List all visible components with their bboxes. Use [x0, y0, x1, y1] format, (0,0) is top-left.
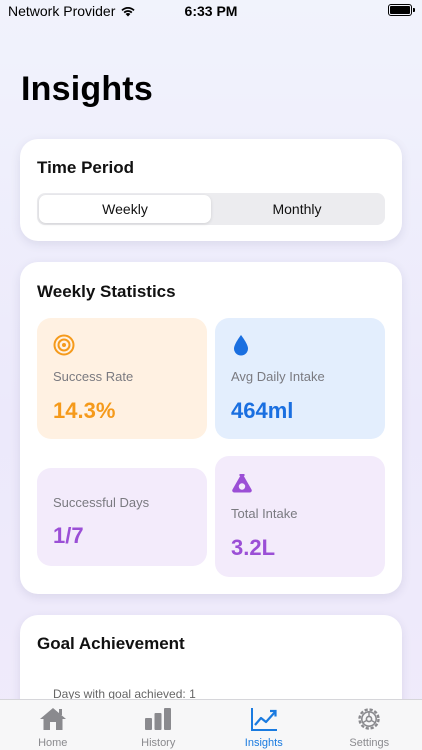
tab-insights-label: Insights: [244, 737, 283, 749]
tab-home-label: Home: [38, 737, 68, 749]
segment-monthly[interactable]: Monthly: [272, 201, 322, 217]
period-segmented-control: Weekly Monthly: [37, 193, 385, 225]
tab-settings[interactable]: Settings: [317, 700, 422, 750]
carrier-label: Network Provider: [8, 3, 116, 19]
flask-icon: [232, 474, 252, 493]
total-intake-label: Total Intake: [231, 506, 298, 521]
successful-days-value: 1/7: [53, 523, 84, 548]
segment-weekly[interactable]: Weekly: [39, 195, 211, 223]
weekly-statistics-title: Weekly Statistics: [37, 282, 176, 301]
bar-chart-icon: [145, 708, 172, 730]
goal-achievement-subtitle: Days with goal achieved: 1: [53, 687, 196, 701]
success-rate-tile: Success Rate 14.3%: [37, 318, 207, 439]
tab-history[interactable]: History: [106, 700, 212, 750]
success-rate-value: 14.3%: [53, 398, 116, 423]
avg-daily-intake-tile: Avg Daily Intake 464ml: [215, 318, 385, 439]
carrier-group: Network Provider: [8, 3, 136, 19]
house-icon: [39, 708, 66, 730]
successful-days-label: Successful Days: [53, 495, 150, 510]
page-title: Insights: [21, 70, 153, 108]
target-icon: [53, 334, 75, 356]
trend-chart-icon: [250, 708, 277, 731]
total-intake-tile: Total Intake 3.2L: [215, 456, 385, 577]
wifi-icon: [121, 7, 135, 17]
clock: 6:33 PM: [184, 3, 238, 19]
status-bar: Network Provider 6:33 PM: [0, 0, 422, 24]
tab-history-label: History: [141, 737, 176, 749]
gear-icon: [358, 708, 380, 730]
total-intake-value: 3.2L: [231, 535, 276, 560]
goal-achievement-title: Goal Achievement: [37, 634, 185, 653]
tab-insights[interactable]: Insights: [211, 700, 317, 750]
tab-home[interactable]: Home: [0, 700, 106, 750]
successful-days-tile: Successful Days 1/7: [37, 468, 207, 566]
success-rate-label: Success Rate: [53, 369, 134, 384]
tab-bar: Home History Insights Settings: [0, 699, 422, 750]
avg-daily-intake-value: 464ml: [231, 398, 294, 423]
time-period-card: Time Period Weekly Monthly: [20, 139, 402, 241]
battery-icon: [388, 4, 415, 16]
weekly-statistics-card: Weekly Statistics Success Rate 14.3% Avg…: [20, 262, 402, 594]
time-period-title: Time Period: [37, 158, 134, 177]
water-drop-icon: [234, 335, 248, 356]
avg-daily-intake-label: Avg Daily Intake: [231, 369, 325, 384]
tab-settings-label: Settings: [349, 737, 390, 749]
